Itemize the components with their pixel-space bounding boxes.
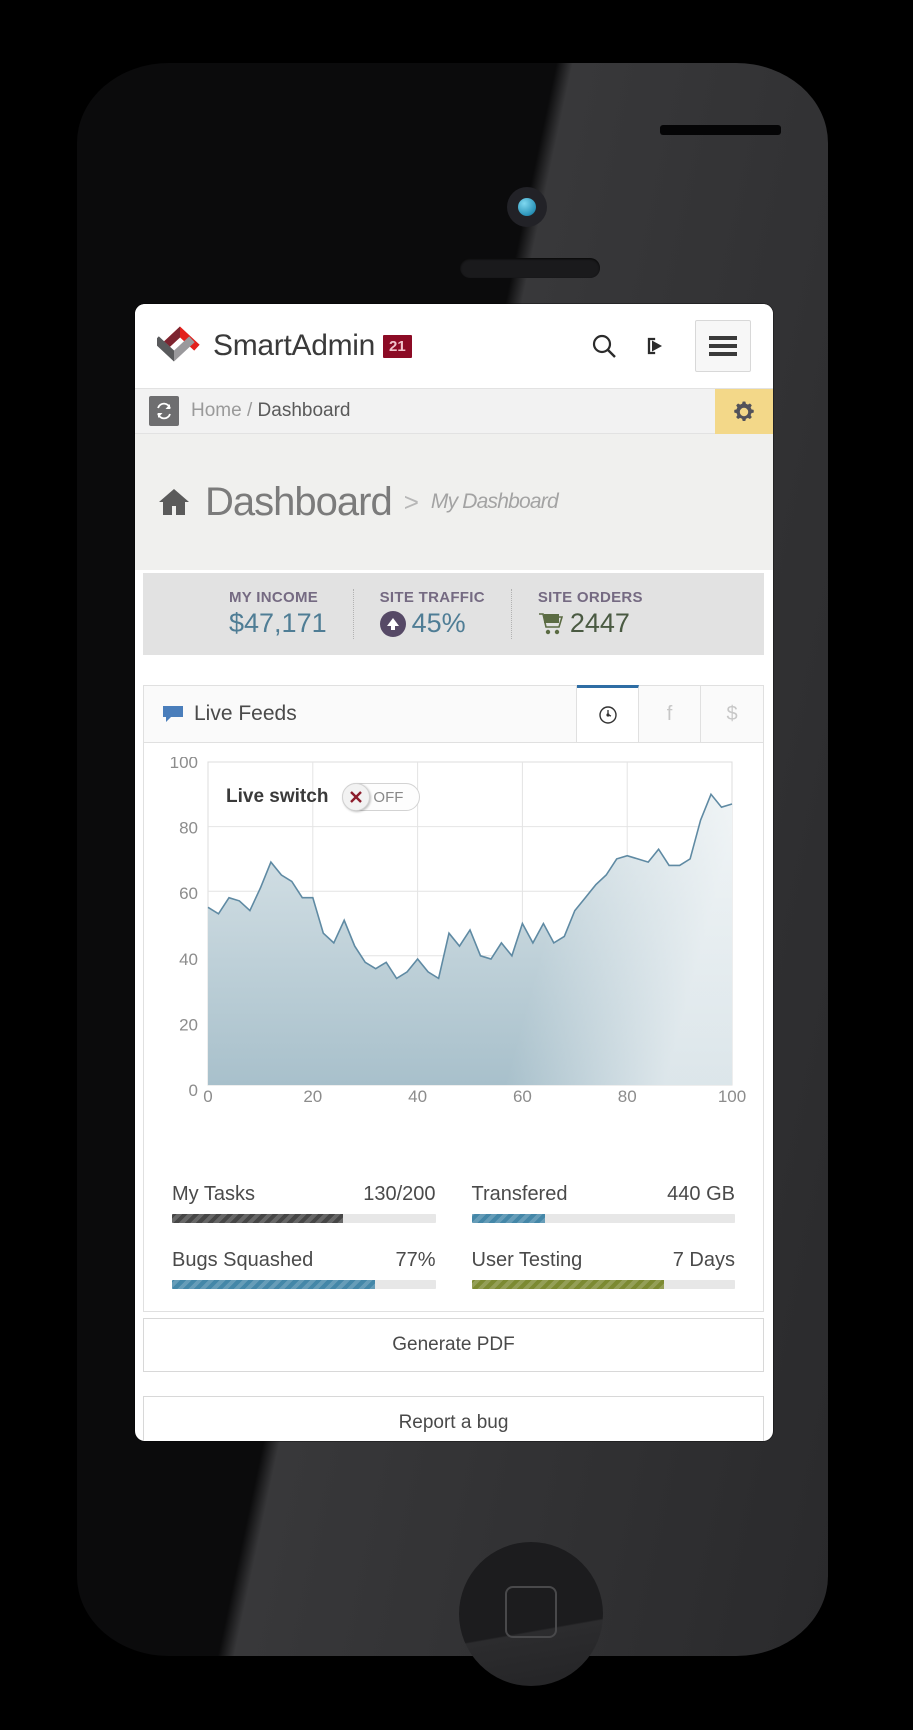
svg-text:100: 100 (170, 757, 198, 772)
svg-text:40: 40 (179, 950, 198, 969)
svg-text:0: 0 (203, 1087, 212, 1106)
svg-text:80: 80 (618, 1087, 637, 1106)
svg-text:60: 60 (179, 884, 198, 903)
svg-text:60: 60 (513, 1087, 532, 1106)
svg-text:40: 40 (408, 1087, 427, 1106)
svg-text:100: 100 (718, 1087, 746, 1106)
svg-text:20: 20 (179, 1015, 198, 1034)
svg-text:20: 20 (303, 1087, 322, 1106)
svg-text:80: 80 (179, 819, 198, 838)
svg-text:0: 0 (189, 1081, 198, 1100)
